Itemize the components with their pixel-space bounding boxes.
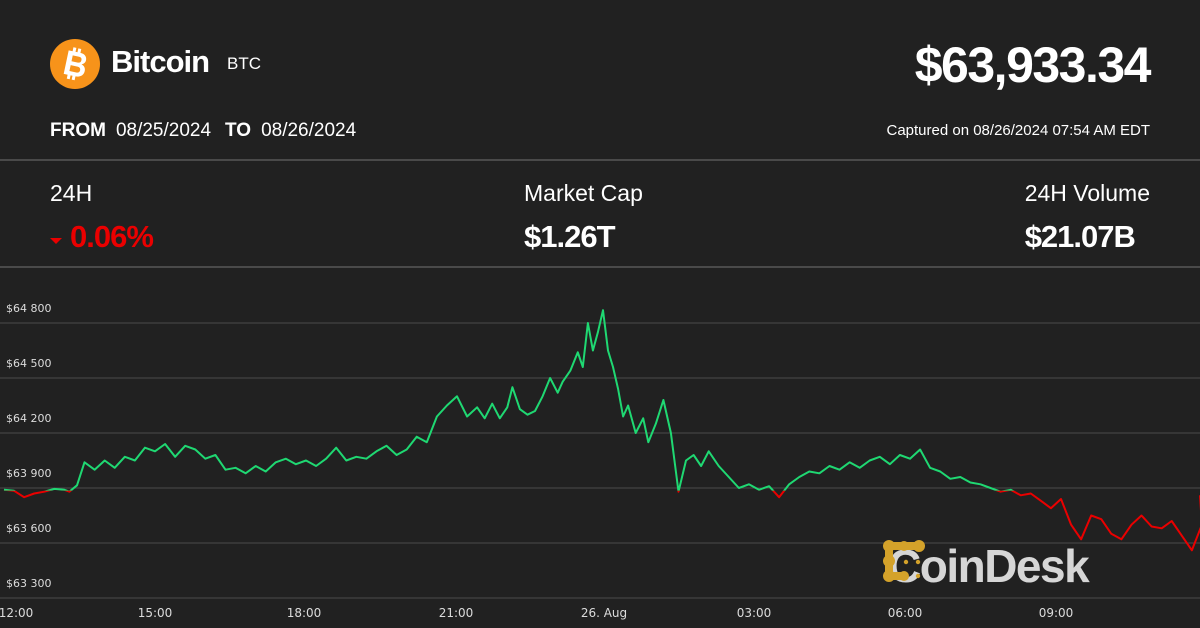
from-date: 08/25/2024 [115,120,212,141]
stat-value: 0.06% [50,219,154,255]
change-percent: 0.06% [70,219,154,254]
date-range: FROM 08/25/2024 TO 08/26/2024 [50,120,370,142]
x-tick-label: 12:00 [0,606,34,620]
coin-name: Bitcoin [111,44,210,79]
x-tick-label: 21:00 [438,606,474,620]
price-line-up [3,309,1015,491]
x-tick-label: 06:00 [887,606,923,620]
chart-plot [0,309,1200,599]
coindesk-logo-icon [883,540,925,582]
y-tick-label: $64 800 [6,302,52,315]
header: Bitcoin BTC $63,933.34 FROM 08/25/2024 TO 0… [0,0,1200,160]
x-tick-label: 09:00 [1038,606,1074,620]
stat-24h-volume: 24H Volume $21.07B [1025,180,1150,255]
y-tick-label: $64 200 [6,412,52,425]
y-tick-label: $63 300 [6,577,52,590]
from-label: FROM [50,120,106,141]
to-label: TO [225,120,252,141]
y-tick-label: $63 600 [6,522,52,535]
stat-market-cap: Market Cap $1.26T [524,180,643,255]
x-tick-label: 03:00 [736,606,772,620]
stat-value: $1.26T [524,219,616,254]
stat-24h-change: 24H 0.06% [50,180,154,255]
y-tick-label: $63 900 [6,467,52,480]
x-tick-label: 26. Aug [580,606,628,620]
coin-symbol: BTC [227,54,261,73]
y-tick-label: $64 500 [6,357,52,370]
bitcoin-glyph-icon [63,47,87,81]
caret-down-icon [50,238,62,244]
bitcoin-icon [50,39,100,89]
stat-label: Market Cap [524,180,643,206]
captured-timestamp: Captured on 08/26/2024 07:54 AM EDT [886,122,1150,139]
x-tick-label: 18:00 [286,606,322,620]
stat-value: $21.07B [1024,219,1136,254]
price-line-down [3,490,1200,552]
current-price: $63,933.34 [914,37,1152,93]
price-chart: $64 800 $64 500 $64 200 $63 900 $63 600 $63 3… [0,269,1200,628]
x-tick-label: 15:00 [137,606,173,620]
stat-label: 24H [50,180,93,206]
stat-label: 24H Volume [1024,180,1150,206]
coindesk-watermark: CoinDesk [882,539,1090,593]
divider [0,159,1200,161]
stats-row: 24H 0.06% Market Cap $1.26T 24H Volume $… [0,162,1200,267]
to-date: 08/26/2024 [261,120,357,141]
divider [0,266,1200,268]
